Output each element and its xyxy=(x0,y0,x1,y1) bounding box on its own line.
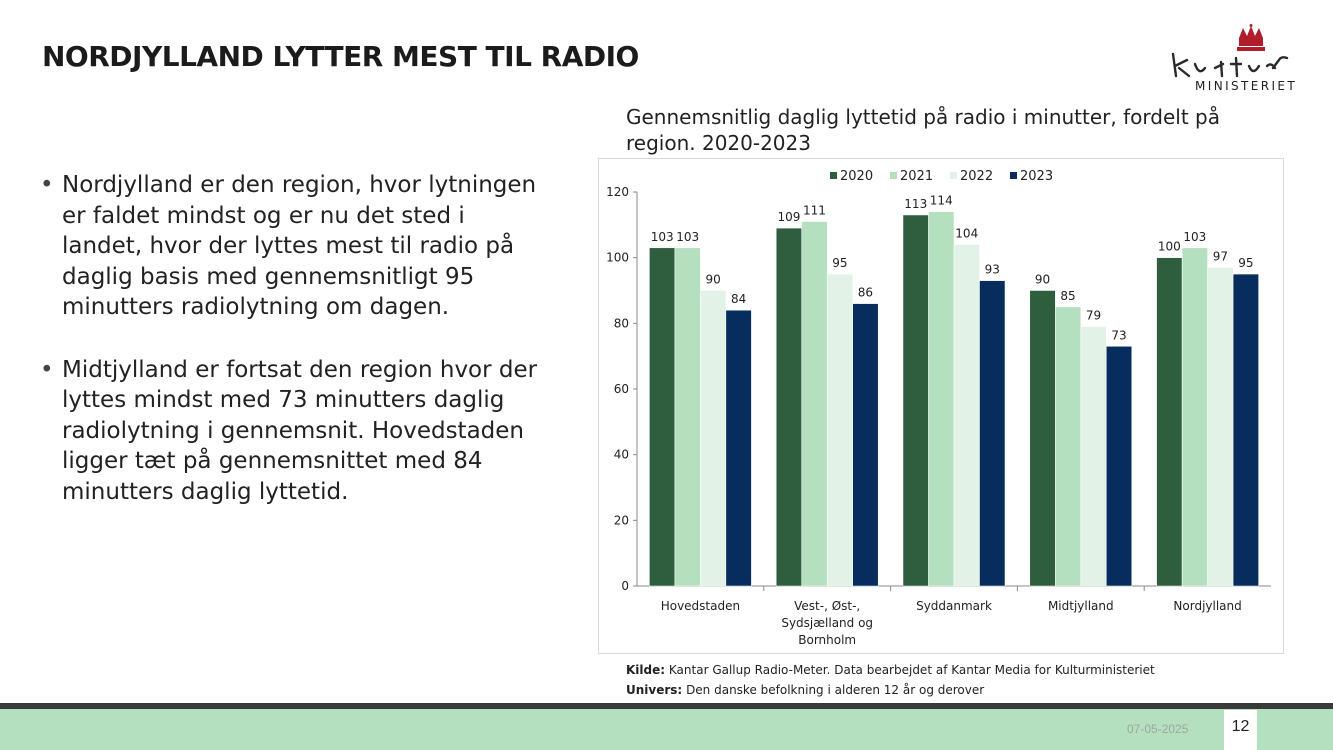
data-label: 103 xyxy=(651,230,674,244)
x-category-label: Sydsjælland og xyxy=(781,616,873,630)
bar-2020 xyxy=(649,247,676,587)
y-tick-label: 0 xyxy=(621,579,629,593)
data-label: 95 xyxy=(832,256,847,270)
bar-2020 xyxy=(1029,290,1056,587)
bar-2022 xyxy=(1207,267,1234,587)
legend-label: 2020 xyxy=(840,169,873,184)
page-number: 12 xyxy=(1231,718,1250,735)
bar-2023 xyxy=(979,280,1006,587)
data-label: 100 xyxy=(1158,240,1181,254)
bullet-item-midtjylland: Midtjylland er fortsat den region hvor d… xyxy=(40,355,540,508)
data-label: 104 xyxy=(955,227,978,241)
x-category-label: Syddanmark xyxy=(916,599,992,613)
chart-container: 0 20 40 60 80 100 120 103 103 90 84 Hovedstaden 109 1… xyxy=(598,158,1284,654)
bar-2022 xyxy=(826,273,853,587)
data-label: 103 xyxy=(676,230,699,244)
data-label: 85 xyxy=(1060,289,1075,303)
x-category-label: Bornholm xyxy=(798,633,856,647)
source-label: Kilde: xyxy=(626,663,666,677)
y-tick-label: 20 xyxy=(614,513,629,527)
x-category-label: Vest-, Øst-, xyxy=(794,599,860,613)
bar-2020 xyxy=(902,214,929,587)
bar-2022 xyxy=(953,244,980,587)
bar-2022 xyxy=(1080,326,1107,587)
y-tick-label: 100 xyxy=(606,251,629,265)
bar-2023 xyxy=(1106,346,1133,587)
bar-2021 xyxy=(801,221,828,587)
data-label: 103 xyxy=(1183,230,1206,244)
source-text: Kantar Gallup Radio-Meter. Data bearbejd… xyxy=(668,663,1155,677)
logo-wordmark: MINISTERIET xyxy=(1195,79,1298,93)
data-label: 97 xyxy=(1213,250,1228,264)
x-category-label: Midtjylland xyxy=(1048,599,1114,613)
bar-2021 xyxy=(928,211,955,587)
data-label: 90 xyxy=(706,273,721,287)
data-label: 73 xyxy=(1111,328,1126,342)
bullet-list: Nordjylland er den region, hvor lytninge… xyxy=(40,170,540,539)
data-label: 84 xyxy=(731,292,746,306)
data-label: 95 xyxy=(1238,256,1253,270)
bar-2023 xyxy=(1232,273,1259,587)
data-label: 86 xyxy=(858,286,873,300)
data-label: 79 xyxy=(1086,309,1101,323)
data-label: 109 xyxy=(777,210,800,224)
legend-label: 2023 xyxy=(1020,169,1053,184)
data-label: 113 xyxy=(904,197,927,211)
bar-2023 xyxy=(725,309,752,587)
bar-2023 xyxy=(852,303,879,587)
bar-2020 xyxy=(775,227,802,587)
legend-label: 2022 xyxy=(960,169,993,184)
legend-label: 2021 xyxy=(900,169,933,184)
data-label: 114 xyxy=(930,194,953,208)
bar-2021 xyxy=(674,247,701,587)
legend-swatch-2022 xyxy=(950,172,957,179)
y-tick-label: 120 xyxy=(606,185,629,199)
legend-swatch-2021 xyxy=(890,172,897,179)
x-category-label: Nordjylland xyxy=(1173,599,1241,613)
data-label: 90 xyxy=(1035,273,1050,287)
x-category-label: Hovedstaden xyxy=(661,599,740,613)
y-tick-label: 80 xyxy=(614,316,629,330)
chart-title: Gennemsnitlig daglig lyttetid på radio i… xyxy=(626,105,1220,155)
slide-title: NORDJYLLAND LYTTER MEST TIL RADIO xyxy=(42,40,639,73)
universe-text: Den danske befolkning i alderen 12 år og… xyxy=(686,683,985,697)
kulturministeriet-logo: MINISTERIET xyxy=(1165,24,1310,96)
bar-2021 xyxy=(1181,247,1208,587)
bar-2020 xyxy=(1156,257,1183,587)
crown-script-icon xyxy=(1171,24,1289,78)
legend-swatch-2023 xyxy=(1010,172,1017,179)
bullet-item-nordjylland: Nordjylland er den region, hvor lytninge… xyxy=(40,170,540,323)
bar-2021 xyxy=(1055,306,1082,587)
legend-swatch-2020 xyxy=(830,172,837,179)
slide-date: 07-05-2025 xyxy=(1127,722,1189,736)
source-note: Kilde: Kantar Gallup Radio-Meter. Data b… xyxy=(626,660,1155,700)
data-label: 111 xyxy=(803,204,826,218)
y-tick-label: 60 xyxy=(614,382,629,396)
footer-divider xyxy=(0,703,1333,709)
data-label: 93 xyxy=(985,263,1000,277)
page-number-box xyxy=(1224,710,1257,750)
y-tick-label: 40 xyxy=(614,448,629,462)
footer-band xyxy=(0,709,1333,750)
bar-2022 xyxy=(700,290,727,587)
universe-label: Univers: xyxy=(626,683,683,697)
